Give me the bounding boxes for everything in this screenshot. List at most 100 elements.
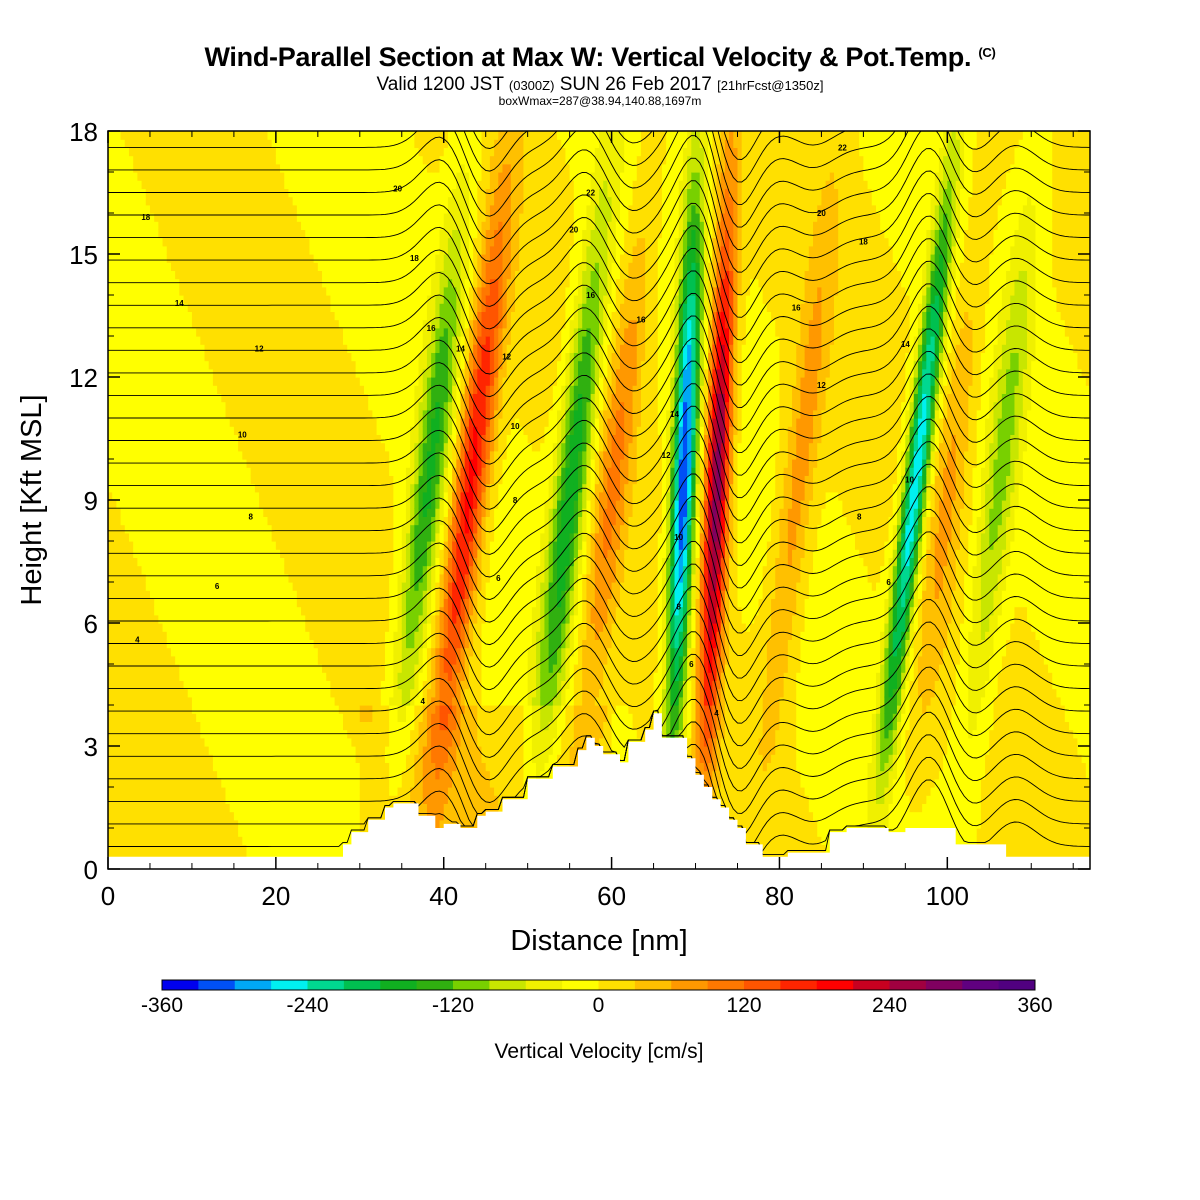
field-cell bbox=[141, 557, 147, 567]
field-cell bbox=[200, 131, 206, 140]
field-cell bbox=[116, 598, 122, 608]
field-cell bbox=[229, 844, 235, 854]
field-cell bbox=[246, 672, 252, 681]
field-cell bbox=[183, 770, 189, 780]
field-cell bbox=[212, 516, 218, 526]
field-cell bbox=[217, 721, 222, 731]
field-cell bbox=[158, 221, 164, 230]
field-cell bbox=[326, 442, 332, 452]
field-cell bbox=[154, 450, 159, 460]
field-cell bbox=[317, 245, 323, 255]
field-cell bbox=[334, 746, 340, 755]
field-cell bbox=[271, 221, 277, 230]
field-cell bbox=[204, 352, 210, 362]
field-cell bbox=[145, 245, 151, 255]
field-cell bbox=[317, 491, 323, 501]
field-cell bbox=[137, 803, 143, 813]
field-cell bbox=[179, 262, 185, 271]
field-cell bbox=[292, 491, 298, 501]
field-cell bbox=[322, 270, 327, 280]
field-cell bbox=[120, 360, 126, 370]
field-cell bbox=[238, 614, 243, 624]
field-cell bbox=[137, 664, 143, 673]
field-cell bbox=[292, 401, 298, 411]
field-cell bbox=[183, 360, 189, 370]
field-cell bbox=[301, 237, 306, 247]
field-cell bbox=[196, 286, 201, 296]
field-cell bbox=[179, 467, 185, 476]
field-cell bbox=[221, 204, 227, 214]
field-cell bbox=[238, 245, 243, 255]
field-cell bbox=[120, 655, 126, 665]
field-cell bbox=[112, 311, 117, 321]
field-cell bbox=[301, 762, 306, 772]
field-cell bbox=[196, 163, 201, 173]
field-cell bbox=[158, 491, 164, 501]
field-cell bbox=[208, 311, 214, 321]
field-cell bbox=[322, 762, 327, 772]
field-cell bbox=[284, 270, 290, 280]
field-cell bbox=[208, 229, 214, 239]
field-cell bbox=[317, 770, 323, 780]
field-cell bbox=[191, 664, 197, 673]
field-cell bbox=[212, 508, 218, 517]
field-cell bbox=[313, 311, 319, 321]
field-cell bbox=[280, 254, 285, 263]
field-cell bbox=[217, 319, 222, 329]
field-cell bbox=[128, 163, 134, 173]
field-cell bbox=[175, 524, 180, 534]
field-cell bbox=[149, 762, 155, 772]
field-cell bbox=[162, 614, 168, 624]
field-cell bbox=[141, 565, 147, 575]
field-cell bbox=[326, 377, 332, 386]
field-cell bbox=[317, 163, 323, 173]
field-cell bbox=[280, 204, 285, 214]
field-cell bbox=[212, 631, 218, 640]
field-cell bbox=[233, 606, 239, 616]
field-cell bbox=[280, 303, 285, 312]
field-cell bbox=[204, 221, 210, 230]
field-cell bbox=[254, 377, 260, 386]
field-cell bbox=[183, 836, 189, 845]
field-cell bbox=[254, 680, 260, 690]
field-cell bbox=[212, 647, 218, 657]
field-cell bbox=[145, 778, 151, 788]
field-cell bbox=[170, 803, 176, 813]
field-cell bbox=[229, 139, 235, 148]
field-cell bbox=[120, 532, 126, 542]
field-cell bbox=[225, 713, 231, 722]
field-cell bbox=[187, 516, 193, 526]
field-cell bbox=[250, 491, 256, 501]
field-cell bbox=[263, 500, 269, 509]
field-cell bbox=[338, 737, 344, 747]
field-cell bbox=[154, 254, 159, 263]
field-cell bbox=[112, 778, 117, 788]
field-cell bbox=[250, 582, 256, 591]
field-cell bbox=[334, 778, 340, 788]
field-cell bbox=[116, 377, 122, 386]
field-cell bbox=[242, 409, 248, 419]
field-cell bbox=[179, 303, 185, 312]
field-cell bbox=[154, 213, 159, 222]
field-cell bbox=[229, 131, 235, 140]
field-cell bbox=[187, 754, 193, 763]
field-cell bbox=[229, 467, 235, 476]
field-cell bbox=[317, 598, 323, 608]
field-cell bbox=[280, 131, 285, 140]
field-cell bbox=[221, 582, 227, 591]
field-cell bbox=[259, 836, 264, 845]
field-cell bbox=[112, 557, 117, 567]
field-cell bbox=[137, 418, 143, 427]
field-cell bbox=[259, 524, 264, 534]
field-cell bbox=[263, 303, 269, 312]
field-cell bbox=[200, 377, 206, 386]
field-cell bbox=[229, 557, 235, 567]
field-cell bbox=[322, 385, 327, 394]
field-cell bbox=[212, 172, 218, 181]
field-cell bbox=[275, 844, 281, 854]
field-cell bbox=[322, 705, 327, 714]
field-cell bbox=[305, 434, 311, 444]
field-cell bbox=[296, 688, 302, 698]
field-cell bbox=[166, 557, 172, 567]
field-cell bbox=[124, 770, 130, 780]
